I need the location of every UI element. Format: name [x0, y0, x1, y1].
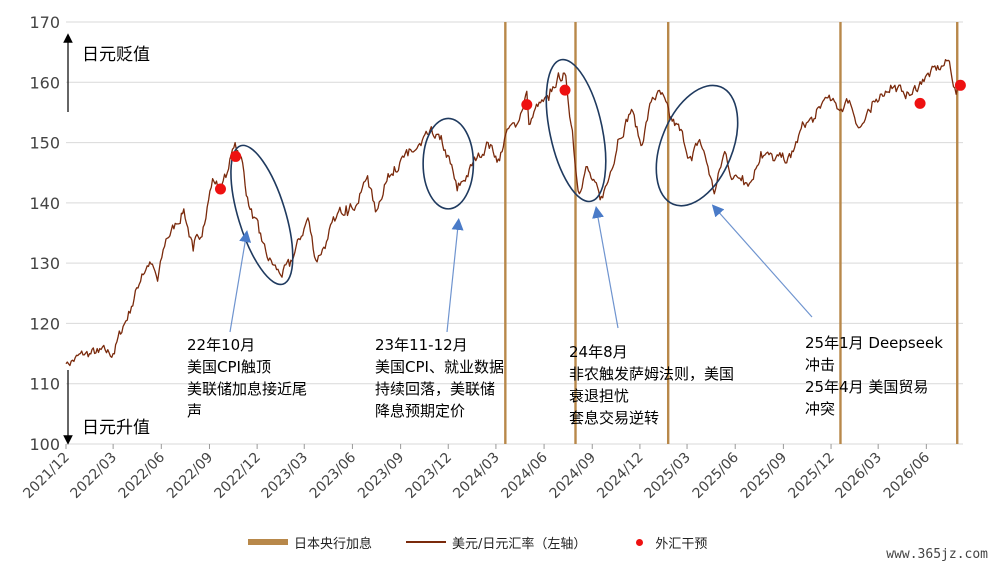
x-tick-label: 2023/12 [403, 450, 455, 502]
annotation-line: 23年11-12月 [375, 336, 468, 354]
annotation-line: 22年10月 [187, 336, 256, 354]
y-axis-ticks: 100 110 120 130 140 150 160 170 [29, 13, 60, 454]
watermark: www.365jz.com [886, 547, 988, 562]
x-tick-label: 2022/06 [116, 449, 169, 502]
intervention-dot [230, 150, 242, 162]
legend-label-usdjpy: 美元/日元汇率（左轴） [452, 536, 587, 552]
legend: 日本央行加息 美元/日元汇率（左轴） 外汇干预 [248, 531, 741, 553]
legend-swatch-intervention [636, 538, 644, 546]
annotation-line: 衰退担忧 [569, 387, 630, 405]
annotation-2022-10: 22年10月 美国CPI触顶美联储加息接近尾声 [187, 334, 307, 422]
legend-item-boj: 日本央行加息 [248, 533, 372, 552]
x-tick-label: 2024/06 [498, 449, 551, 502]
intervention-dot [954, 79, 966, 91]
yen-depreciation-label: 日元贬值 [82, 45, 150, 65]
annotation-2024-08: 24年8月非农触发萨姆法则，美国 衰退担忧套息交易逆转 [569, 341, 734, 429]
y-tick-label: 150 [29, 134, 60, 153]
intervention-dot [914, 97, 926, 109]
y-tick-label: 130 [29, 254, 60, 273]
annotation-line: 25年4月 美国贸易 [805, 378, 929, 396]
x-tick-label: 2025/06 [690, 449, 743, 502]
annotation-arrow-1 [446, 217, 464, 333]
intervention-dot [521, 99, 533, 111]
highlight-ellipse-2 [545, 58, 607, 203]
x-tick-label: 2022/09 [164, 450, 216, 502]
intervention-dot [214, 183, 226, 195]
annotation-arrows [229, 204, 813, 333]
x-tick-label: 2024/03 [450, 450, 502, 502]
highlight-ellipses [230, 58, 739, 286]
annotation-arrow-3 [711, 204, 813, 318]
x-tick-label: 2023/09 [355, 450, 407, 502]
yen-appreciation-label: 日元升值 [82, 418, 150, 438]
legend-label-intervention: 外汇干预 [655, 536, 708, 552]
highlight-ellipse-3 [655, 84, 739, 207]
annotation-arrow-0 [229, 230, 252, 333]
x-tick-label: 2025/03 [641, 450, 693, 502]
annotation-2025: 25年1月 Deepseek 冲击 25年4月 美国贸易 冲突 [805, 332, 943, 420]
x-tick-label: 2024/09 [547, 450, 599, 502]
annotation-line: 美联储加息接近尾 [187, 380, 308, 398]
x-tick-label: 2023/06 [307, 449, 360, 502]
legend-swatch-boj [248, 539, 288, 545]
y-tick-label: 120 [29, 314, 60, 333]
usdjpy-line [65, 58, 961, 367]
grid-lines [66, 21, 963, 445]
annotation-line: 美国CPI、就业数据 [375, 358, 504, 376]
x-tick-label: 2026/03 [833, 450, 885, 502]
x-tick-label: 2023/03 [259, 450, 311, 502]
x-tick-label: 2025/09 [738, 450, 790, 502]
x-tick-label: 2022/12 [212, 450, 264, 502]
usdjpy-series [65, 58, 961, 367]
annotation-line: 声 [187, 402, 203, 420]
x-tick-label: 2025/12 [785, 450, 837, 502]
annotation-line: 冲击 [805, 356, 836, 374]
x-tick-label: 2026/06 [881, 449, 934, 502]
x-tick-label: 2024/12 [594, 450, 646, 502]
annotation-line: 非农触发萨姆法则，美国 [569, 365, 735, 383]
annotation-line: 25年1月 Deepseek [805, 334, 943, 352]
annotation-arrow-2 [592, 205, 619, 329]
intervention-dots [214, 79, 966, 195]
annotation-line: 套息交易逆转 [569, 409, 660, 427]
annotation-line: 24年8月 [569, 343, 628, 361]
legend-label-boj: 日本央行加息 [294, 536, 373, 552]
annotation-line: 冲突 [805, 400, 836, 418]
y-tick-label: 160 [29, 73, 60, 92]
y-tick-label: 140 [29, 194, 60, 213]
annotation-line: 降息预期定价 [375, 402, 466, 420]
legend-item-usdjpy: 美元/日元汇率（左轴） [406, 533, 586, 552]
y-tick-label: 100 [29, 435, 60, 454]
highlight-ellipse-1 [422, 117, 475, 210]
x-tick-label: 2022/03 [68, 450, 120, 502]
legend-swatch-usdjpy [406, 541, 447, 543]
x-axis-ticks: 2021/122022/032022/062022/092022/122023/… [20, 444, 933, 502]
y-tick-label: 110 [29, 375, 60, 394]
highlight-ellipse-0 [230, 144, 294, 286]
annotation-line: 美国CPI触顶 [187, 358, 271, 376]
annotation-line: 持续回落，美联储 [375, 380, 496, 398]
annotation-2023-11: 23年11-12月美国CPI、就业数据 持续回落，美联储 降息预期定价 [375, 334, 504, 422]
legend-item-intervention: 外汇干预 [620, 533, 707, 552]
x-tick-label: 2021/12 [20, 450, 72, 502]
y-tick-label: 170 [29, 13, 60, 32]
intervention-dot [559, 84, 571, 96]
